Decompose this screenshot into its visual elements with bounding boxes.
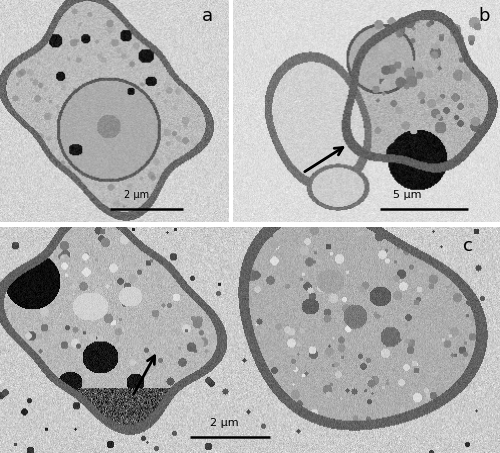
Text: 2 μm: 2 μm [124,190,149,200]
Text: b: b [478,7,490,24]
Text: a: a [202,7,212,24]
Text: c: c [462,237,472,255]
Text: 2 μm: 2 μm [210,418,238,428]
Text: 5 μm: 5 μm [393,190,422,200]
